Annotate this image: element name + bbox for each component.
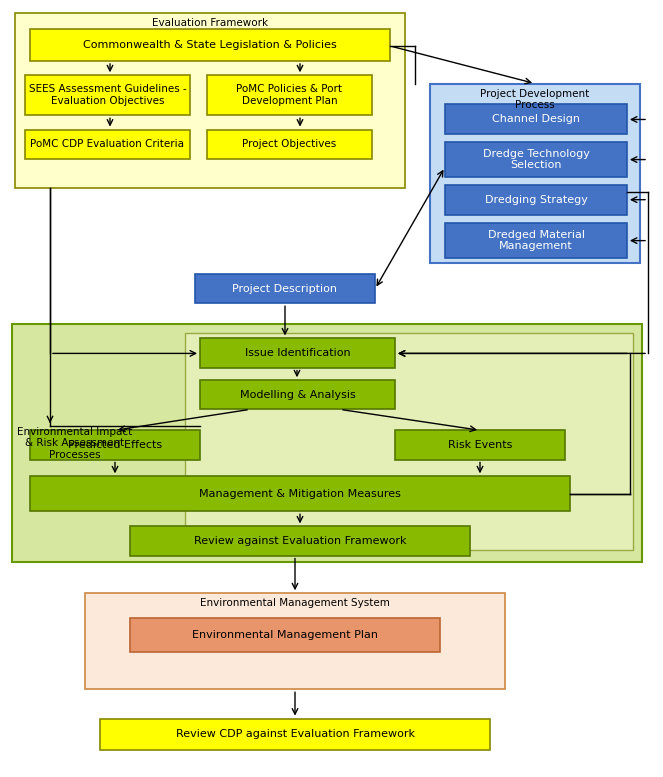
- FancyBboxPatch shape: [207, 75, 372, 115]
- Text: Evaluation Framework: Evaluation Framework: [152, 18, 268, 27]
- Text: Management & Mitigation Measures: Management & Mitigation Measures: [199, 489, 401, 499]
- FancyBboxPatch shape: [445, 142, 627, 177]
- Text: Review CDP against Evaluation Framework: Review CDP against Evaluation Framework: [176, 730, 414, 740]
- FancyBboxPatch shape: [445, 223, 627, 258]
- Text: Review against Evaluation Framework: Review against Evaluation Framework: [194, 536, 406, 546]
- Text: PoMC CDP Evaluation Criteria: PoMC CDP Evaluation Criteria: [30, 139, 184, 149]
- Text: SEES Assessment Guidelines -
Evaluation Objectives: SEES Assessment Guidelines - Evaluation …: [29, 85, 186, 106]
- Text: Project Objectives: Project Objectives: [243, 139, 337, 149]
- Text: Issue Identification: Issue Identification: [245, 348, 350, 358]
- Text: Predicted Effects: Predicted Effects: [68, 440, 162, 450]
- FancyBboxPatch shape: [185, 333, 633, 550]
- Text: Dredged Material
Management: Dredged Material Management: [487, 230, 585, 252]
- Text: Modelling & Analysis: Modelling & Analysis: [239, 390, 355, 399]
- FancyBboxPatch shape: [395, 430, 565, 459]
- FancyBboxPatch shape: [25, 130, 190, 159]
- Text: Dredge Technology
Selection: Dredge Technology Selection: [483, 148, 589, 170]
- FancyBboxPatch shape: [85, 593, 505, 689]
- FancyBboxPatch shape: [100, 719, 490, 751]
- FancyBboxPatch shape: [30, 30, 390, 61]
- FancyBboxPatch shape: [445, 186, 627, 214]
- FancyBboxPatch shape: [207, 130, 372, 159]
- Text: Project Description: Project Description: [233, 284, 337, 294]
- Text: Channel Design: Channel Design: [492, 114, 580, 124]
- FancyBboxPatch shape: [130, 526, 470, 556]
- FancyBboxPatch shape: [430, 84, 640, 263]
- FancyBboxPatch shape: [30, 476, 570, 511]
- Text: Project Development
Process: Project Development Process: [481, 89, 589, 110]
- Text: Dredging Strategy: Dredging Strategy: [485, 195, 587, 205]
- FancyBboxPatch shape: [445, 104, 627, 134]
- FancyBboxPatch shape: [195, 274, 375, 303]
- FancyBboxPatch shape: [30, 430, 200, 459]
- Text: Environmental Impact
& Risk Assessment
Processes: Environmental Impact & Risk Assessment P…: [17, 427, 132, 460]
- Text: PoMC Policies & Port
Development Plan: PoMC Policies & Port Development Plan: [237, 85, 343, 106]
- FancyBboxPatch shape: [130, 618, 440, 652]
- FancyBboxPatch shape: [200, 338, 395, 368]
- Text: Commonwealth & State Legislation & Policies: Commonwealth & State Legislation & Polic…: [83, 40, 337, 50]
- Text: Environmental Management Plan: Environmental Management Plan: [192, 630, 378, 640]
- Text: Environmental Management System: Environmental Management System: [200, 598, 390, 608]
- FancyBboxPatch shape: [15, 12, 405, 188]
- FancyBboxPatch shape: [200, 380, 395, 409]
- FancyBboxPatch shape: [25, 75, 190, 115]
- Text: Risk Events: Risk Events: [448, 440, 512, 450]
- FancyBboxPatch shape: [12, 324, 642, 563]
